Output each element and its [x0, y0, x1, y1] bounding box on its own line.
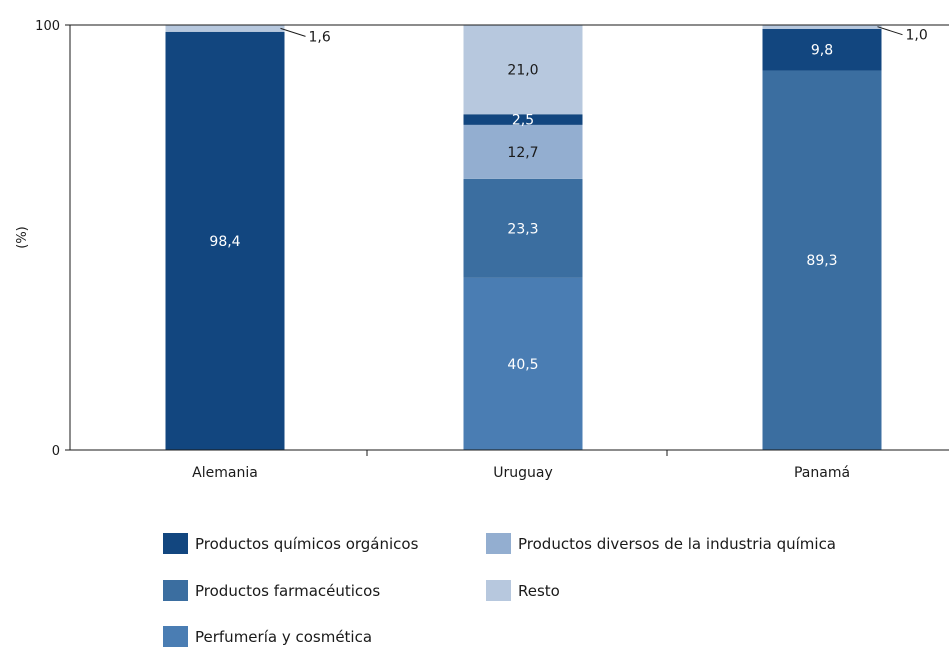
legend-label: Resto [518, 582, 560, 600]
data-label-uruguay-1: 23,3 [507, 221, 538, 237]
y-tick-label: 100 [35, 19, 60, 34]
data-label-panamá-1: 89,3 [806, 253, 837, 269]
bar-segment-uruguay-3 [463, 114, 583, 125]
x-category-label: Uruguay [493, 465, 553, 481]
legend-swatch [163, 626, 188, 647]
data-label-uruguay-4: 21,0 [507, 63, 538, 79]
bar-segment-uruguay-0 [463, 277, 583, 450]
legend-swatch [163, 580, 188, 601]
data-label-uruguay-3: 2,5 [512, 113, 534, 129]
data-label-panamá-4: 1,0 [906, 28, 928, 44]
bar-segment-panamá-3 [762, 28, 882, 71]
x-category-label: Panamá [794, 465, 850, 481]
callout-line-panamá [877, 26, 903, 36]
legend-swatch [486, 580, 511, 601]
bar-segment-uruguay-2 [463, 124, 583, 179]
bar-segment-uruguay-1 [463, 178, 583, 278]
plot-area: 98,4 1,6 40,5 23,3 12,7 2,5 21,0 89,3 9,8 1,0 [165, 24, 928, 451]
callout-line-alemania [280, 27, 306, 37]
legend-swatch [486, 533, 511, 554]
legend: Productos químicos orgánicos Productos di… [163, 533, 836, 647]
bar-segment-alemania-3 [165, 31, 285, 451]
legend-label: Productos diversos de la industria quími… [518, 535, 836, 553]
y-axis-title: (%) [15, 226, 30, 249]
data-label-uruguay-0: 40,5 [507, 357, 538, 373]
bar-segment-uruguay-4 [463, 25, 583, 115]
legend-label: Productos químicos orgánicos [195, 535, 419, 553]
legend-swatch [163, 533, 188, 554]
data-label-panamá-3: 9,8 [811, 43, 833, 59]
data-label-uruguay-2: 12,7 [507, 145, 538, 161]
bar-segment-panamá-1 [762, 70, 882, 450]
bar-segment-alemania-4 [165, 25, 285, 32]
legend-label: Productos farmacéuticos [195, 582, 380, 600]
data-label-alemania-4: 1,6 [309, 29, 331, 45]
y-tick-label: 0 [52, 444, 60, 459]
data-label-alemania-3: 98,4 [209, 234, 240, 250]
bar-segment-panamá-4 [762, 24, 882, 29]
x-category-label: Alemania [192, 465, 258, 481]
axes: 0 100 Alemania Uruguay Panamá (%) [15, 19, 949, 481]
legend-label: Perfumería y cosmética [195, 628, 372, 646]
